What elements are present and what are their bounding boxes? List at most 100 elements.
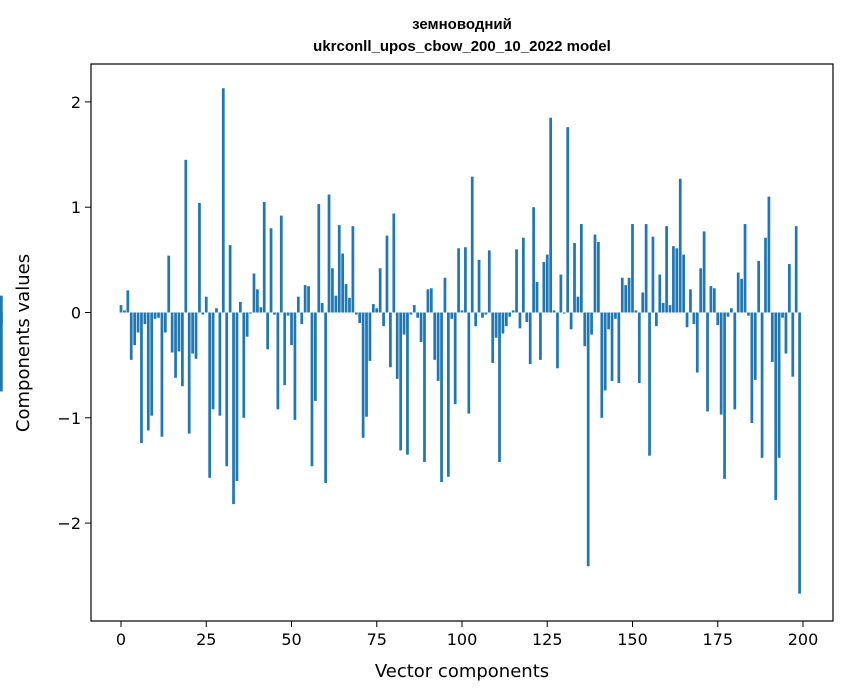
- bar: [331, 268, 334, 313]
- bar: [634, 310, 638, 313]
- bar: [743, 224, 747, 313]
- bar: [126, 290, 130, 313]
- bar: [501, 312, 505, 334]
- bar: [607, 312, 610, 330]
- bar: [406, 312, 409, 455]
- bar: [293, 312, 297, 420]
- bar: [481, 312, 484, 318]
- bar: [334, 295, 338, 313]
- bar: [378, 268, 382, 313]
- bar: [712, 288, 716, 313]
- x-tick-label: 150: [617, 630, 648, 649]
- x-axis-label: Vector components: [375, 661, 549, 682]
- bar: [252, 273, 256, 313]
- bar: [232, 312, 235, 505]
- bar: [409, 312, 413, 315]
- y-tick-label: −2: [57, 514, 81, 533]
- bar: [324, 312, 327, 484]
- bar: [603, 312, 607, 391]
- bar: [337, 225, 341, 313]
- bar: [518, 312, 522, 329]
- bar: [208, 312, 212, 478]
- bar: [777, 312, 781, 458]
- bar: [351, 226, 355, 313]
- bar: [273, 312, 276, 315]
- bar: [327, 194, 331, 313]
- y-tick-label: −1: [57, 409, 81, 428]
- bar: [283, 312, 287, 386]
- x-tick-label: 25: [196, 630, 216, 649]
- bar: [573, 243, 576, 313]
- bar: [658, 274, 662, 313]
- bar: [235, 312, 239, 481]
- bar: [487, 250, 491, 313]
- bar: [433, 312, 437, 360]
- bar: [723, 312, 726, 479]
- x-tick-label: 175: [702, 630, 733, 649]
- bar: [559, 274, 563, 313]
- bar: [545, 254, 549, 313]
- bar: [385, 235, 389, 313]
- bar: [123, 310, 126, 313]
- bar: [290, 312, 293, 346]
- bar: [399, 312, 402, 451]
- bar: [266, 312, 269, 350]
- bar: [457, 248, 460, 313]
- bar: [443, 277, 447, 313]
- bar: [286, 312, 290, 316]
- bar: [689, 289, 692, 313]
- bars-group: [0, 88, 801, 594]
- bar: [798, 312, 801, 594]
- bar: [361, 312, 365, 438]
- bar: [348, 297, 351, 313]
- bar: [320, 303, 324, 313]
- bar: [474, 312, 478, 327]
- bar: [614, 312, 617, 319]
- bar: [296, 296, 300, 313]
- bar: [157, 312, 160, 318]
- bar: [133, 312, 137, 346]
- bar: [675, 248, 679, 313]
- bar: [460, 310, 464, 313]
- bar: [129, 312, 133, 360]
- bar: [648, 312, 651, 456]
- chart-subtitle: ukrconll_upos_cbow_200_10_2022 model: [313, 38, 611, 55]
- bar: [245, 312, 249, 337]
- bar: [760, 312, 764, 458]
- bar: [262, 201, 266, 313]
- y-tick-label: 1: [71, 198, 81, 217]
- bar: [307, 286, 310, 313]
- bar: [719, 312, 723, 415]
- bar: [269, 228, 273, 313]
- bar: [702, 231, 706, 313]
- bar: [651, 236, 655, 313]
- bar: [412, 305, 416, 313]
- bar: [624, 285, 628, 313]
- bar: [726, 312, 730, 317]
- bar: [419, 312, 423, 342]
- bar: [562, 312, 566, 314]
- bar: [791, 312, 795, 377]
- x-tick-label: 100: [447, 630, 478, 649]
- bar: [201, 312, 205, 315]
- bar: [504, 312, 508, 327]
- bar: [389, 312, 392, 368]
- bar: [416, 312, 420, 318]
- bar: [354, 312, 358, 315]
- bar: [453, 312, 457, 405]
- bar: [525, 312, 529, 322]
- bar: [228, 245, 232, 313]
- bar: [794, 226, 798, 313]
- bar: [341, 253, 345, 313]
- bar: [620, 277, 624, 313]
- bar: [522, 237, 525, 313]
- bar: [249, 312, 252, 314]
- bar: [371, 304, 375, 313]
- bar: [672, 246, 675, 313]
- bar: [576, 296, 580, 313]
- bar: [593, 234, 597, 313]
- bar: [279, 215, 283, 313]
- bar: [706, 312, 709, 412]
- bar: [181, 312, 184, 387]
- bar: [590, 312, 593, 335]
